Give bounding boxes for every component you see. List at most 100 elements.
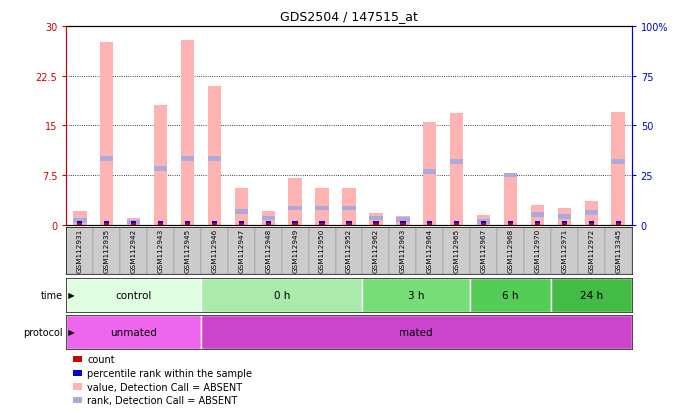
Bar <box>373 223 378 225</box>
Bar <box>497 227 524 275</box>
Bar <box>362 278 470 312</box>
Bar <box>400 223 406 225</box>
Bar <box>262 212 275 225</box>
Text: GSM112970: GSM112970 <box>535 228 540 272</box>
Bar <box>423 170 436 175</box>
Bar <box>131 223 136 225</box>
Text: GSM112945: GSM112945 <box>184 228 191 272</box>
Bar <box>616 223 621 225</box>
Text: GSM112946: GSM112946 <box>211 228 217 272</box>
Bar <box>369 213 383 225</box>
Bar <box>454 221 459 223</box>
Bar <box>120 227 147 275</box>
Text: GSM112943: GSM112943 <box>158 228 163 272</box>
Text: GSM113345: GSM113345 <box>615 228 621 272</box>
Bar <box>288 179 302 225</box>
Bar <box>255 227 282 275</box>
Bar <box>154 166 168 171</box>
Text: GSM112950: GSM112950 <box>319 228 325 272</box>
Bar <box>66 227 94 275</box>
Bar <box>551 278 632 312</box>
Bar <box>158 223 163 225</box>
Text: rank, Detection Call = ABSENT: rank, Detection Call = ABSENT <box>87 395 237 405</box>
Bar <box>282 227 309 275</box>
Bar <box>104 223 110 225</box>
Bar <box>588 221 594 223</box>
Bar <box>400 221 406 223</box>
Text: GSM112965: GSM112965 <box>454 228 460 272</box>
Bar <box>616 221 621 223</box>
Text: 24 h: 24 h <box>580 290 603 300</box>
Bar <box>320 221 325 223</box>
Bar <box>292 221 298 223</box>
Bar <box>127 220 140 225</box>
Text: GSM112931: GSM112931 <box>77 228 83 272</box>
Bar <box>239 221 244 223</box>
Bar <box>504 173 517 178</box>
Text: GSM112962: GSM112962 <box>373 228 379 272</box>
Bar <box>228 227 255 275</box>
Text: GSM112952: GSM112952 <box>346 228 352 272</box>
Text: 6 h: 6 h <box>503 290 519 300</box>
Bar <box>185 223 190 225</box>
Bar <box>66 315 201 349</box>
Text: protocol: protocol <box>23 327 63 337</box>
Bar <box>342 189 356 225</box>
Bar <box>427 223 433 225</box>
Text: control: control <box>115 290 151 300</box>
Bar <box>373 221 378 223</box>
Bar <box>389 227 416 275</box>
Text: mated: mated <box>399 327 433 337</box>
Bar <box>342 206 356 211</box>
Text: ▶: ▶ <box>63 290 75 299</box>
Text: time: time <box>40 290 63 300</box>
Bar <box>396 218 410 222</box>
Bar <box>100 157 113 161</box>
Bar <box>265 223 271 225</box>
Bar <box>558 209 571 225</box>
Bar <box>336 227 362 275</box>
Bar <box>201 227 228 275</box>
Bar <box>611 113 625 225</box>
Bar <box>77 221 82 223</box>
Bar <box>504 176 517 225</box>
Bar <box>127 218 140 225</box>
Text: GSM112949: GSM112949 <box>292 228 298 272</box>
Text: GSM112968: GSM112968 <box>507 228 514 272</box>
Bar <box>346 221 352 223</box>
Text: GSM112967: GSM112967 <box>481 228 487 272</box>
Bar <box>443 227 470 275</box>
Bar <box>454 223 459 225</box>
Bar <box>201 278 362 312</box>
Bar <box>524 227 551 275</box>
Bar <box>73 212 87 225</box>
Bar <box>477 219 491 224</box>
Bar <box>131 221 136 223</box>
Bar <box>147 227 174 275</box>
Bar <box>470 227 497 275</box>
Text: GDS2504 / 147515_at: GDS2504 / 147515_at <box>280 10 418 23</box>
Bar <box>73 219 87 223</box>
Bar <box>181 157 194 161</box>
Bar <box>578 227 604 275</box>
Bar <box>288 206 302 211</box>
Bar <box>235 189 248 225</box>
Bar <box>315 189 329 225</box>
Bar <box>470 278 551 312</box>
Bar <box>77 223 82 225</box>
Bar <box>530 205 544 225</box>
Bar <box>181 41 194 225</box>
Bar <box>604 227 632 275</box>
Text: percentile rank within the sample: percentile rank within the sample <box>87 368 252 378</box>
Bar <box>416 227 443 275</box>
Bar <box>174 227 201 275</box>
Bar <box>201 315 632 349</box>
Bar <box>450 114 463 225</box>
Text: GSM112971: GSM112971 <box>561 228 567 272</box>
Bar <box>450 160 463 165</box>
Text: GSM112942: GSM112942 <box>131 228 137 272</box>
Bar <box>208 86 221 225</box>
Bar <box>320 223 325 225</box>
Text: count: count <box>87 354 115 364</box>
Bar <box>362 227 389 275</box>
